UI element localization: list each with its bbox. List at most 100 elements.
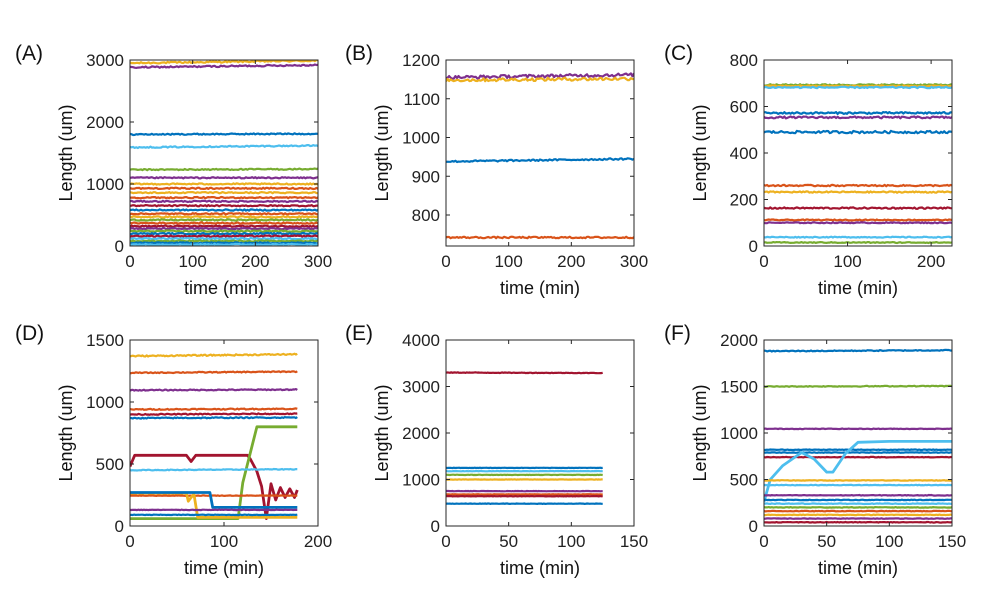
x-tick-label: 0 xyxy=(759,532,768,551)
y-tick-label: 800 xyxy=(412,206,440,225)
y-tick-label: 0 xyxy=(431,517,440,536)
series-line-s6 xyxy=(130,176,318,180)
y-tick-label: 500 xyxy=(730,471,758,490)
y-tick-label: 0 xyxy=(115,517,124,536)
series-line-s4 xyxy=(446,235,634,240)
series-line-s15 xyxy=(764,513,952,517)
panel-2: 0 100 200 0 200 400 600 800 time (min) Length (um… xyxy=(664,42,953,298)
x-axis-label: time (min) xyxy=(184,558,264,578)
series-line-s4 xyxy=(764,110,952,116)
y-tick-label: 800 xyxy=(730,51,758,70)
series-line-s2 xyxy=(764,384,952,388)
x-axis-label: time (min) xyxy=(500,278,580,298)
x-tick-label: 200 xyxy=(304,532,332,551)
series-line-s3 xyxy=(130,132,318,137)
y-tick-label: 0 xyxy=(115,237,124,256)
series-line-s3 xyxy=(446,157,634,164)
y-axis-label: Length (um) xyxy=(690,384,710,481)
y-tick-label: 1500 xyxy=(86,331,124,350)
series-line-s12 xyxy=(130,491,298,509)
y-tick-label: 2000 xyxy=(86,113,124,132)
series-group xyxy=(446,371,603,505)
series-line-s4 xyxy=(130,144,318,150)
panel-1: 0 100 200 300 800 900 1000 1100 1200 time (min) Le… xyxy=(345,42,648,298)
series-line-s11 xyxy=(764,498,952,502)
y-tick-label: 4000 xyxy=(402,331,440,350)
series-line-s10 xyxy=(764,218,952,222)
panel-label: (B) xyxy=(345,42,373,65)
series-line-s2 xyxy=(446,76,634,83)
panel-3: 0 100 200 0 500 1000 1500 time (min) Length (um)… xyxy=(15,322,332,578)
y-tick-label: 1100 xyxy=(403,90,440,109)
series-line-s14 xyxy=(764,509,952,513)
x-axis-label: time (min) xyxy=(818,558,898,578)
y-tick-label: 400 xyxy=(730,144,758,163)
series-line-s11 xyxy=(764,221,952,225)
y-tick-label: 1000 xyxy=(402,129,440,148)
y-tick-label: 1000 xyxy=(402,471,440,490)
x-tick-label: 200 xyxy=(241,252,269,271)
series-line-s9 xyxy=(130,191,318,195)
y-tick-label: 1500 xyxy=(720,378,758,397)
x-axis-label: time (min) xyxy=(500,558,580,578)
series-line-s3 xyxy=(130,388,298,392)
series-line-s24 xyxy=(130,239,318,243)
series-line-s11 xyxy=(130,199,318,204)
series-line-s16 xyxy=(764,517,952,520)
series-line-s19 xyxy=(130,226,318,231)
series-line-s26 xyxy=(130,242,318,246)
y-tick-label: 2000 xyxy=(402,424,440,443)
x-tick-label: 0 xyxy=(125,532,134,551)
y-tick-label: 1000 xyxy=(86,175,124,194)
x-tick-label: 100 xyxy=(178,252,206,271)
y-axis-label: Length (um) xyxy=(690,104,710,201)
x-tick-label: 100 xyxy=(557,532,585,551)
series-line-s17 xyxy=(130,221,318,225)
series-line-s18 xyxy=(130,224,318,228)
y-axis-label: Length (um) xyxy=(56,104,76,201)
y-axis-label: Length (um) xyxy=(372,104,392,201)
series-line-s2 xyxy=(130,370,298,375)
x-axis-label: time (min) xyxy=(184,278,264,298)
plot-area xyxy=(764,340,952,526)
x-tick-label: 200 xyxy=(557,252,585,271)
series-line-s1 xyxy=(764,83,952,87)
series-line-s22 xyxy=(130,234,318,238)
x-tick-label: 0 xyxy=(441,532,450,551)
series-line-s3 xyxy=(764,85,952,90)
series-line-s10 xyxy=(764,493,952,497)
series-line-s15 xyxy=(130,215,318,219)
x-tick-label: 100 xyxy=(494,252,522,271)
series-line-s4 xyxy=(764,448,952,452)
axes-box xyxy=(445,59,635,247)
series-line-s7 xyxy=(130,453,299,520)
y-tick-label: 900 xyxy=(412,167,440,186)
y-tick-label: 600 xyxy=(730,98,758,117)
y-axis-label: Length (um) xyxy=(372,384,392,481)
series-line-s12 xyxy=(764,235,952,239)
y-tick-label: 200 xyxy=(730,191,758,210)
y-axis-label: Length (um) xyxy=(56,384,76,481)
series-line-s8 xyxy=(130,186,318,191)
series-line-s20 xyxy=(130,229,318,233)
series-line-s7 xyxy=(764,439,952,503)
y-tick-label: 0 xyxy=(749,517,758,536)
series-line-s14 xyxy=(130,513,298,517)
y-tick-label: 2000 xyxy=(720,331,758,350)
series-line-s1 xyxy=(764,348,952,353)
x-tick-label: 50 xyxy=(817,532,836,551)
series-line-s21 xyxy=(130,231,318,236)
x-tick-label: 150 xyxy=(620,532,648,551)
series-line-s13 xyxy=(130,508,298,512)
series-line-s3 xyxy=(764,427,952,431)
series-group xyxy=(764,348,952,524)
y-tick-label: 1200 xyxy=(402,51,440,70)
series-line-s10 xyxy=(130,195,318,200)
y-tick-label: 1000 xyxy=(720,424,758,443)
series-line-s17 xyxy=(764,520,952,524)
series-line-s5 xyxy=(764,115,952,120)
series-line-s1 xyxy=(130,60,318,65)
